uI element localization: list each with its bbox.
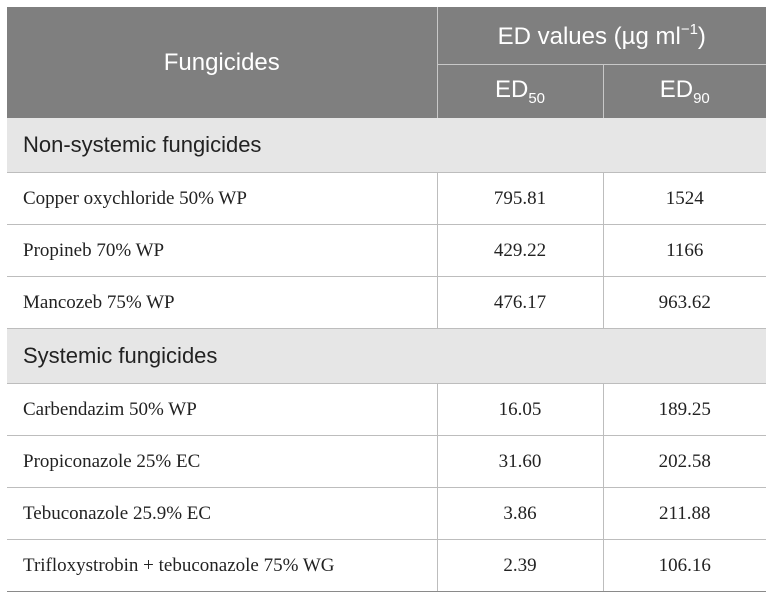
header-ed50: ED50 bbox=[437, 64, 604, 118]
header-ed90: ED90 bbox=[603, 64, 767, 118]
table-row: Mancozeb 75% WP 476.17 963.62 bbox=[7, 276, 767, 329]
ed90-value: 211.88 bbox=[602, 487, 767, 540]
table-row: Propiconazole 25% EC 31.60 202.58 bbox=[7, 435, 767, 488]
table-body: Non-systemic fungicides Copper oxychlorid… bbox=[7, 118, 767, 592]
ed90-value: 1166 bbox=[602, 224, 767, 277]
header-fungicides: Fungicides bbox=[7, 7, 438, 118]
header-ed90-main: ED bbox=[659, 76, 694, 103]
fungicide-name: Trifloxystrobin + tebuconazole 75% WG bbox=[7, 539, 437, 592]
ed50-value: 16.05 bbox=[436, 383, 603, 436]
table-row: Carbendazim 50% WP 16.05 189.25 bbox=[7, 383, 767, 436]
ed90-value: 1524 bbox=[602, 172, 767, 225]
ed50-value: 429.22 bbox=[436, 224, 603, 277]
ed50-value: 795.81 bbox=[436, 172, 603, 225]
header-ed-values-close: ) bbox=[697, 22, 706, 50]
header-ed90-sub: 90 bbox=[693, 90, 710, 107]
table-row: Trifloxystrobin + tebuconazole 75% WG 2.3… bbox=[7, 539, 767, 592]
header-ed-values-exponent: −1 bbox=[680, 20, 698, 38]
header-ed50-sub: 50 bbox=[528, 90, 546, 107]
header-ed-values: ED values (µg ml−1) bbox=[437, 7, 767, 65]
ed90-value: 189.25 bbox=[602, 383, 767, 436]
section-title: Systemic fungicides bbox=[7, 328, 767, 384]
header-ed50-main: ED bbox=[494, 76, 529, 103]
fungicide-name: Propiconazole 25% EC bbox=[7, 435, 437, 488]
ed50-value: 31.60 bbox=[436, 435, 603, 488]
fungicide-name: Copper oxychloride 50% WP bbox=[7, 172, 437, 225]
table-header: Fungicides ED values (µg ml−1) ED50 ED90 bbox=[7, 7, 767, 118]
ed50-value: 476.17 bbox=[436, 276, 603, 329]
fungicide-name: Carbendazim 50% WP bbox=[7, 383, 437, 436]
table-row: Copper oxychloride 50% WP 795.81 1524 bbox=[7, 172, 767, 225]
fungicide-name: Tebuconazole 25.9% EC bbox=[7, 487, 437, 540]
section-title: Non-systemic fungicides bbox=[7, 118, 767, 173]
header-ed-values-label: ED values (µg ml bbox=[497, 22, 681, 50]
section-row: Systemic fungicides bbox=[7, 328, 767, 384]
fungicide-name: Mancozeb 75% WP bbox=[7, 276, 437, 329]
ed-values-table: Fungicides ED values (µg ml−1) ED50 ED90… bbox=[7, 7, 767, 592]
ed90-value: 106.16 bbox=[602, 539, 767, 592]
ed90-value: 963.62 bbox=[602, 276, 767, 329]
fungicide-name: Propineb 70% WP bbox=[7, 224, 437, 277]
ed50-value: 2.39 bbox=[436, 539, 603, 592]
ed90-value: 202.58 bbox=[602, 435, 767, 488]
section-row: Non-systemic fungicides bbox=[7, 118, 767, 173]
ed50-value: 3.86 bbox=[436, 487, 603, 540]
table-row: Propineb 70% WP 429.22 1166 bbox=[7, 224, 767, 277]
table-row: Tebuconazole 25.9% EC 3.86 211.88 bbox=[7, 487, 767, 540]
